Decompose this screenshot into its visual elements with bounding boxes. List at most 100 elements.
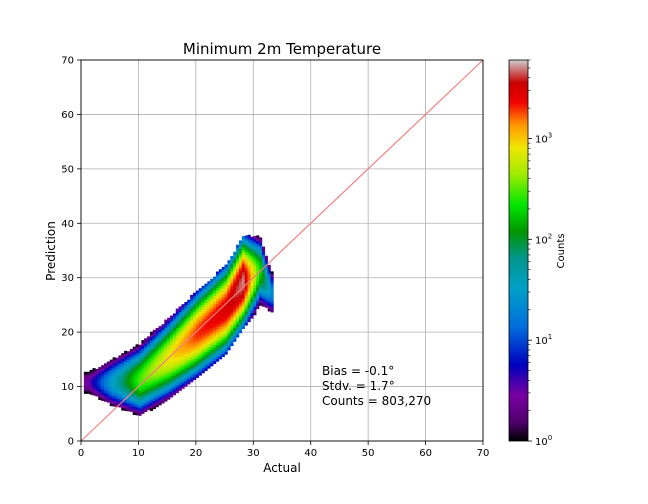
heatmap-cell	[138, 363, 142, 367]
heatmap-cell	[236, 250, 240, 254]
heatmap-cell	[218, 310, 222, 314]
heatmap-cell	[170, 383, 174, 387]
heatmap-cell	[198, 372, 202, 376]
heatmap-cell	[253, 249, 257, 253]
heatmap-cell	[161, 340, 165, 344]
heatmap-cell	[218, 320, 222, 324]
heatmap-cell	[135, 379, 139, 383]
heatmap-cell	[164, 371, 168, 375]
heatmap-cell	[218, 345, 222, 349]
heatmap-cell	[233, 276, 237, 280]
heatmap-cell	[244, 289, 248, 293]
heatmap-cell	[138, 399, 142, 403]
colorbar-tick-label: 100	[535, 434, 552, 448]
heatmap-cell	[201, 288, 205, 292]
heatmap-cell	[218, 280, 222, 284]
heatmap-cell	[261, 251, 266, 256]
heatmap-cell	[264, 272, 268, 276]
heatmap-cell	[124, 375, 128, 379]
heatmap-cell	[238, 240, 243, 244]
heatmap-cell	[213, 339, 217, 343]
heatmap-cell	[190, 341, 194, 345]
heatmap-cell	[144, 392, 148, 396]
heatmap-cell	[259, 242, 263, 246]
heatmap-cell	[170, 329, 174, 333]
heatmap-cell	[124, 353, 128, 357]
heatmap-cell	[124, 350, 128, 354]
heatmap-cell	[138, 358, 142, 362]
heatmap-cell	[135, 382, 139, 386]
heatmap-cell	[244, 281, 248, 285]
heatmap-cell	[215, 304, 220, 308]
heatmap-cell	[264, 285, 268, 289]
heatmap-cell	[144, 395, 148, 399]
stats-annotation: Bias = -0.1° Stdv. = 1.7° Counts = 803,2…	[322, 364, 431, 408]
heatmap-cell	[247, 316, 251, 320]
heatmap-cell	[144, 381, 148, 385]
x-tick-label: 40	[304, 448, 317, 459]
heatmap-cell	[158, 361, 162, 365]
heatmap-cell	[112, 381, 116, 385]
heatmap-cell	[181, 331, 185, 335]
heatmap-cell	[121, 374, 125, 378]
heatmap-cell	[253, 295, 257, 299]
heatmap-cell	[101, 397, 105, 401]
heatmap-cell	[175, 368, 179, 372]
heatmap-cell	[144, 360, 148, 364]
heatmap-cell	[141, 400, 145, 404]
heatmap-cell	[244, 298, 248, 302]
heatmap-cell	[161, 351, 165, 355]
heatmap-cell	[158, 402, 162, 406]
heatmap-cell	[190, 335, 194, 339]
heatmap-cell	[149, 350, 154, 354]
heatmap-cell	[86, 377, 90, 381]
heatmap-cell	[170, 386, 174, 390]
heatmap-cell	[170, 326, 174, 330]
heatmap-cell	[184, 342, 188, 346]
heatmap-cell	[164, 357, 168, 361]
heatmap-cell	[149, 388, 154, 392]
heatmap-cell	[138, 407, 142, 411]
heatmap-cell	[164, 363, 168, 367]
heatmap-cell	[158, 353, 162, 357]
heatmap-cell	[164, 352, 168, 356]
heatmap-cell	[195, 355, 200, 359]
heatmap-cell	[244, 268, 248, 272]
heatmap-cell	[138, 390, 142, 395]
heatmap-cell	[213, 322, 217, 326]
heatmap-cell	[224, 291, 228, 295]
heatmap-cell	[270, 301, 274, 305]
heatmap-cell	[227, 301, 231, 305]
heatmap-cell	[124, 378, 128, 382]
heatmap-cell	[213, 336, 217, 340]
heatmap-cell	[256, 281, 260, 285]
heatmap-cell	[112, 362, 116, 366]
heatmap-cell	[181, 369, 185, 373]
heatmap-cell	[126, 362, 131, 366]
heatmap-cell	[224, 272, 228, 276]
heatmap-cell	[129, 381, 133, 385]
heatmap-cell	[195, 358, 200, 362]
heatmap-cell	[215, 306, 220, 310]
heatmap-cell	[218, 348, 222, 352]
heatmap-cell	[230, 340, 234, 344]
heatmap-cell	[221, 277, 225, 281]
heatmap-cell	[207, 324, 211, 328]
heatmap-cell	[138, 344, 142, 348]
heatmap-cell	[270, 287, 274, 291]
heatmap-cell	[129, 362, 133, 366]
heatmap-cell	[250, 283, 254, 287]
heatmap-cell	[192, 317, 197, 321]
heatmap-cell	[132, 357, 136, 361]
colorbar-label: Counts	[556, 234, 567, 269]
heatmap-cell	[236, 293, 240, 297]
heatmap-cell	[184, 318, 188, 322]
heatmap-cell	[236, 288, 240, 292]
heatmap-cell	[261, 303, 266, 307]
heatmap-cell	[230, 291, 234, 295]
heatmap-cell	[201, 285, 205, 289]
heatmap-cell	[247, 242, 251, 246]
heatmap-cell	[121, 391, 125, 395]
heatmap-cell	[267, 302, 271, 307]
heatmap-cell	[190, 362, 194, 366]
